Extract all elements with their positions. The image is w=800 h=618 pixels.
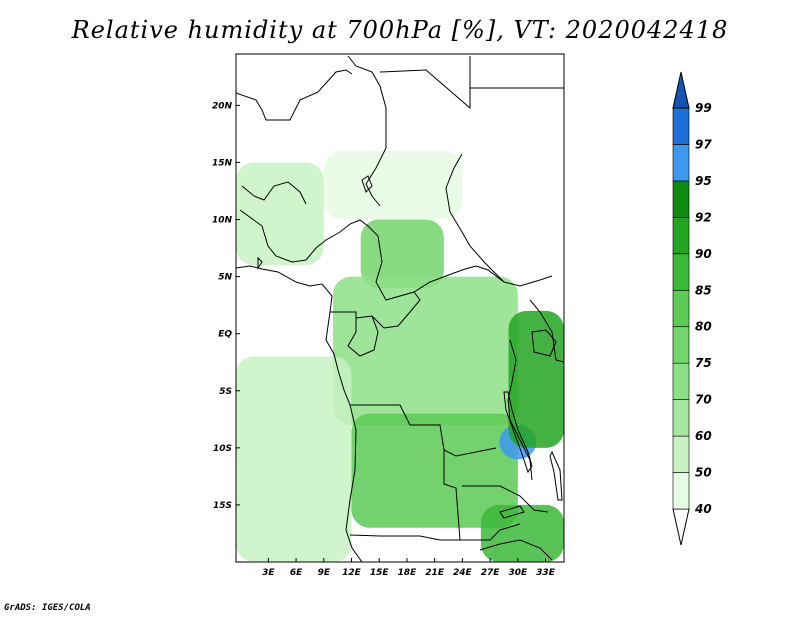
colorbar-label-99: 99 [695,101,712,115]
region-congo-basin [333,276,518,426]
lake-tanganyika [503,391,533,474]
colorbar-label-85: 85 [695,283,712,297]
lake-kariba [499,505,525,519]
coastline [236,265,363,562]
x-tick-label-33E: 33E [536,568,556,578]
region-south-southeast [480,504,564,562]
colorbar-label-40: 40 [694,502,712,516]
lake-chad [361,175,373,193]
axis-ticks: 3E 6E 9E 12E 15E 18E 21E 24E 27E 30E 33E 20N 15N 10N 5… [212,101,556,578]
colorbar-band-60-70 [672,399,690,437]
colorbar-band-85-90 [672,253,690,291]
colorbar-lower-arrow [672,508,690,546]
region-angola-zambia [351,413,518,528]
colorbar-band-80-85 [672,289,690,328]
credit-text: GrADS: IGES/COLA [4,603,91,613]
y-tick-label-20N: 20N [212,101,233,111]
chart-title: Relative humidity at 700hPa [%], VT: 202… [71,16,729,44]
border-uganda-kenya [529,299,564,363]
country-borders [236,55,564,562]
border-namibia-angola [349,534,460,541]
x-tick-label-9E: 9E [318,568,331,578]
border-libya-sudan [379,56,471,110]
x-tick-label-30E: 30E [508,568,528,578]
colorbar-band-40-50 [672,472,690,510]
border-car [375,235,505,301]
colorbar-band-95-97 [672,144,690,182]
region-atlantic-south [236,356,352,562]
colorbar-band-90-92 [672,217,690,255]
x-tick-label-12E: 12E [342,568,362,578]
x-tick-label-24E: 24E [453,568,473,578]
region-cameroon-car-moist [360,219,444,289]
x-tick-label-27E: 27E [481,568,501,578]
x-tick-label-3E: 3E [262,568,275,578]
colorbar-label-75: 75 [695,356,712,370]
y-tick-label-15N: 15N [212,158,233,168]
colorbar-band-75-80 [672,326,690,364]
border-gabon [330,311,379,357]
colorbar-band-97-99 [672,107,690,145]
border-zambia-south [462,485,549,513]
x-tick-label-21E: 21E [425,568,445,578]
lake-volta [257,256,263,270]
region-sahara-dry [236,54,564,174]
region-east-africa-wet [508,310,564,448]
colorbar: 40 50 60 70 75 80 85 90 92 95 97 99 [672,71,712,546]
colorbar-label-70: 70 [695,393,712,407]
lake-victoria [531,329,557,357]
border-niger-chad [347,55,387,207]
border-zimbabwe [479,539,553,561]
border-angola-north [350,404,497,457]
colorbar-band-50-60 [672,435,690,473]
humidity-field [236,54,564,562]
y-tick-label-5N: 5N [218,273,232,283]
lake-malawi [549,450,563,501]
colorbar-label-60: 60 [695,429,712,443]
y-tick-label-10N: 10N [212,216,233,226]
colorbar-label-92: 92 [695,210,712,224]
y-tick-label-5S: 5S [219,387,232,397]
region-chad-dry [323,151,463,220]
border-mali-niger [236,69,353,121]
border-burkina-ghana [241,181,307,205]
colorbar-label-97: 97 [695,137,712,151]
x-tick-label-15E: 15E [370,568,390,578]
border-nigeria-cameroon [239,209,379,263]
border-chad-sudan [445,153,553,287]
y-tick-label-15S: 15S [213,501,232,511]
border-drc-east [507,339,533,481]
plot-frame [235,53,565,563]
colorbar-band-70-75 [672,362,690,400]
colorbar-label-80: 80 [695,320,712,334]
colorbar-label-95: 95 [695,174,712,188]
y-tick-label-10S: 10S [213,444,232,454]
x-tick-label-18E: 18E [398,568,418,578]
colorbar-label-90: 90 [695,247,712,261]
colorbar-upper-arrow [672,71,690,109]
y-tick-label-EQ: EQ [218,330,232,340]
colorbar-label-50: 50 [695,466,712,480]
region-west-sahel [236,162,324,266]
x-tick-label-6E: 6E [290,568,303,578]
colorbar-band-92-95 [672,180,690,218]
